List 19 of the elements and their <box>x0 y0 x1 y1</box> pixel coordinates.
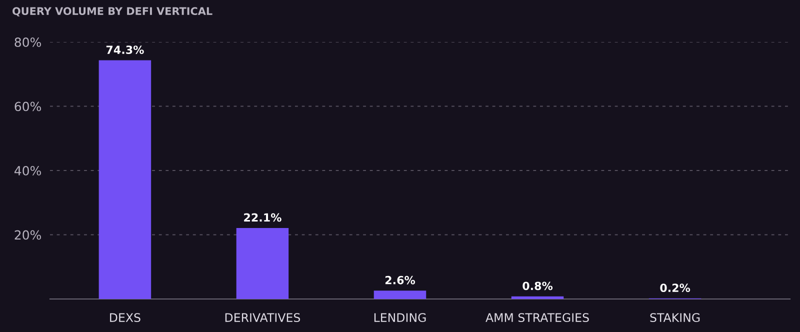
x-tick-label: DEXS <box>110 313 140 322</box>
data-label: 0.2% <box>660 284 690 292</box>
bar <box>374 290 426 299</box>
bar <box>98 60 152 299</box>
data-label: 74.3% <box>106 46 144 54</box>
x-tick-label: DERIVATIVES <box>225 313 300 322</box>
data-label: 2.6% <box>385 276 416 284</box>
bar <box>511 296 564 299</box>
y-tick-label: 40% <box>14 166 41 176</box>
y-tick-label: 80% <box>14 37 41 47</box>
x-tick-label: AMM STRATEGIES <box>486 313 589 322</box>
chart-title: QUERY VOLUME BY DEFI VERTICAL <box>12 7 212 16</box>
x-tick-label: LENDING <box>374 313 426 322</box>
y-tick-label: 20% <box>14 230 41 240</box>
data-label: 22.1% <box>244 213 282 222</box>
y-tick-label: 60% <box>14 102 41 112</box>
x-tick-label: STAKING <box>650 313 700 322</box>
bar <box>236 228 289 299</box>
data-label: 0.8% <box>522 282 553 290</box>
